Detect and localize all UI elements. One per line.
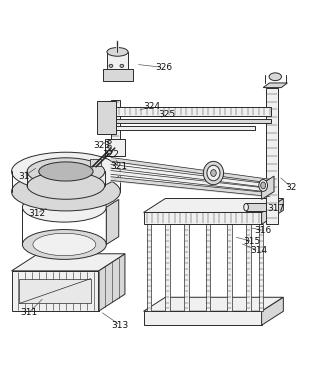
Ellipse shape — [211, 169, 216, 177]
Polygon shape — [165, 224, 170, 311]
Polygon shape — [107, 52, 128, 69]
Polygon shape — [147, 224, 151, 311]
Text: 316: 316 — [255, 226, 272, 235]
Ellipse shape — [27, 172, 105, 199]
Ellipse shape — [12, 152, 120, 191]
Polygon shape — [144, 311, 261, 325]
Polygon shape — [90, 159, 101, 166]
Ellipse shape — [203, 161, 224, 185]
Polygon shape — [259, 224, 263, 311]
Polygon shape — [19, 279, 91, 303]
Polygon shape — [106, 199, 119, 245]
Polygon shape — [263, 83, 287, 88]
Polygon shape — [246, 203, 266, 211]
Ellipse shape — [261, 182, 266, 189]
Ellipse shape — [27, 158, 105, 185]
Polygon shape — [103, 107, 271, 116]
Ellipse shape — [22, 230, 106, 260]
Ellipse shape — [108, 145, 111, 148]
Ellipse shape — [108, 151, 111, 154]
Polygon shape — [105, 139, 125, 156]
Polygon shape — [97, 101, 116, 134]
Ellipse shape — [108, 140, 111, 144]
Polygon shape — [103, 126, 256, 131]
Polygon shape — [12, 254, 125, 271]
Polygon shape — [266, 88, 278, 224]
Polygon shape — [144, 212, 261, 224]
Polygon shape — [184, 224, 189, 311]
Ellipse shape — [259, 180, 267, 191]
Polygon shape — [12, 271, 99, 311]
Polygon shape — [103, 119, 271, 123]
Ellipse shape — [39, 162, 93, 181]
Text: 311: 311 — [20, 308, 37, 317]
Polygon shape — [261, 199, 283, 224]
Text: 315: 315 — [244, 237, 261, 246]
Ellipse shape — [107, 47, 128, 56]
Polygon shape — [103, 69, 133, 82]
Text: 326: 326 — [155, 63, 172, 72]
Polygon shape — [144, 297, 283, 311]
Text: 321: 321 — [110, 162, 127, 171]
Ellipse shape — [22, 192, 106, 222]
Text: 325: 325 — [158, 110, 175, 119]
Polygon shape — [111, 100, 120, 156]
Ellipse shape — [109, 64, 113, 67]
Text: 324: 324 — [143, 102, 160, 111]
Polygon shape — [99, 254, 125, 311]
Ellipse shape — [207, 165, 220, 181]
Polygon shape — [261, 176, 274, 199]
Text: 312: 312 — [28, 209, 45, 218]
Text: 32: 32 — [285, 183, 297, 191]
Text: 322: 322 — [102, 150, 119, 159]
Text: 31: 31 — [18, 172, 30, 181]
Polygon shape — [261, 297, 283, 325]
Polygon shape — [206, 224, 210, 311]
Ellipse shape — [33, 233, 96, 256]
Polygon shape — [144, 199, 283, 212]
Text: 317: 317 — [267, 204, 284, 213]
Ellipse shape — [269, 73, 281, 81]
Polygon shape — [227, 224, 232, 311]
Ellipse shape — [244, 203, 248, 211]
Polygon shape — [246, 224, 251, 311]
Ellipse shape — [12, 172, 120, 211]
Text: 314: 314 — [250, 246, 267, 255]
Text: 323: 323 — [93, 141, 110, 150]
Text: 313: 313 — [112, 321, 129, 330]
Ellipse shape — [120, 64, 124, 67]
